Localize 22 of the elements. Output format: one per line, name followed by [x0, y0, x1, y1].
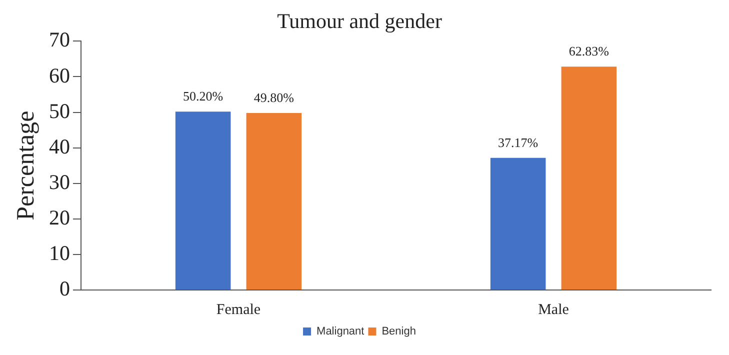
data-label: 49.80% [254, 90, 294, 105]
x-tick-label: Female [216, 302, 261, 318]
y-tick-label: 40 [49, 134, 70, 158]
chart-title: Tumour and gender [277, 9, 442, 34]
x-tick-label: Male [538, 302, 570, 318]
bar [175, 112, 231, 290]
y-tick-label: 70 [49, 28, 70, 52]
y-tick-label: 60 [49, 63, 70, 88]
legend-label: Benigh [382, 326, 416, 338]
y-tick-label: 20 [49, 205, 70, 230]
bar [561, 66, 617, 290]
y-axis-title: Percentage [12, 110, 40, 220]
bar [246, 112, 302, 290]
data-label: 50.20% [183, 88, 224, 104]
y-tick-label: 0 [60, 276, 70, 301]
bar [490, 158, 546, 290]
legend-label: Malignant [316, 326, 364, 338]
y-tick-label: 10 [49, 240, 70, 265]
data-label: 62.83% [568, 44, 610, 59]
y-tick-label: 50 [49, 98, 70, 123]
y-tick-label: 30 [49, 170, 70, 194]
data-label: 37.17% [498, 134, 538, 150]
